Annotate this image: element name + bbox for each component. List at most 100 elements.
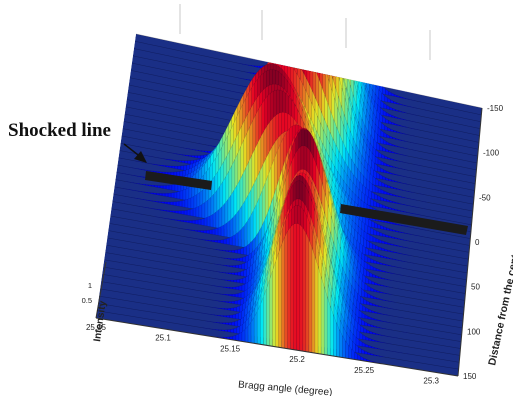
surface-cell	[233, 327, 237, 334]
surface-cell	[215, 209, 220, 229]
surface-cell	[166, 201, 171, 205]
surface-cell	[479, 107, 482, 109]
surface-cell	[203, 230, 207, 234]
surface-cell	[230, 307, 234, 312]
surface-cell	[237, 318, 241, 327]
surface-cell	[305, 232, 310, 353]
surface-cell	[416, 107, 420, 109]
x-tick-label: 25.1	[155, 334, 171, 343]
surface-cell	[211, 228, 216, 235]
surface-cell	[320, 276, 325, 355]
surface-cell	[317, 266, 322, 355]
surface-cell	[177, 210, 182, 215]
surface-cell	[348, 34, 352, 81]
surface-cell	[240, 291, 245, 299]
surface-cell	[229, 314, 233, 319]
x-tick-label: 25.3	[423, 377, 439, 386]
surface-cell	[297, 34, 302, 77]
shocked-line-label: Shocked line	[8, 120, 111, 141]
surface-cell	[284, 36, 288, 67]
surface-cell	[237, 248, 241, 255]
surface-cell	[319, 34, 323, 74]
surface-cell	[171, 165, 176, 169]
surface-cell	[336, 34, 340, 78]
surface-cell	[300, 34, 304, 78]
surface-cell	[177, 165, 182, 170]
surface-cell	[231, 250, 235, 253]
surface-cell	[241, 283, 246, 292]
surface-cell	[239, 278, 244, 284]
surface-cell	[254, 311, 258, 344]
surface-cell	[242, 276, 247, 285]
surface-cell	[232, 314, 236, 319]
surface-cell	[308, 239, 313, 353]
surface-cell	[425, 109, 429, 111]
surface-cell	[260, 297, 264, 345]
surface-cell	[339, 34, 343, 79]
surface-cell	[178, 200, 183, 207]
surface-cell	[165, 185, 170, 190]
surface-cell	[236, 257, 240, 262]
surface-cell	[327, 296, 331, 356]
surface-cell	[415, 143, 420, 145]
surface-cell	[232, 286, 237, 290]
surface-cell	[226, 237, 230, 245]
surface-cell	[227, 308, 231, 311]
surface-cell	[278, 46, 282, 66]
y-tick-label: 150	[463, 372, 477, 381]
z-tick-label: 0.5	[82, 296, 92, 305]
surface-cell	[180, 165, 184, 171]
surface-cell	[234, 272, 238, 276]
surface-cell	[272, 261, 276, 347]
surface-cell	[342, 34, 346, 79]
surface-cell	[242, 256, 246, 263]
surface-cell	[220, 224, 225, 237]
surface-cell	[217, 117, 221, 119]
surface-cell	[168, 184, 173, 191]
surface-cell	[413, 135, 417, 137]
surface-cell	[181, 199, 186, 208]
surface-cell	[303, 34, 307, 78]
surface-cell	[229, 217, 234, 239]
surface-cell	[217, 239, 221, 244]
surface-cell	[362, 35, 366, 84]
surface-cell	[191, 220, 196, 225]
surface-cell	[235, 312, 239, 320]
y-tick-label: -100	[483, 149, 500, 158]
z-tick-label: 1	[88, 281, 92, 290]
surface-cell	[187, 160, 191, 165]
surface-cell	[198, 204, 203, 218]
surface-cell	[312, 34, 316, 80]
surface-cell	[174, 210, 179, 214]
surface-cell	[301, 34, 305, 71]
x-tick-label: 25.25	[354, 366, 375, 375]
surface-cell	[235, 333, 240, 342]
surface-cell	[197, 155, 201, 159]
surface-cell	[184, 198, 189, 209]
surface-cell	[192, 207, 197, 217]
surface-cell	[368, 52, 372, 85]
surface-cell	[157, 185, 161, 189]
surface-cell	[294, 34, 299, 77]
surface-cell	[225, 60, 229, 62]
z-ticks: 10.5	[82, 281, 92, 305]
surface-cell	[203, 217, 208, 227]
surface-cell	[233, 258, 237, 261]
surface-cell	[341, 34, 345, 86]
surface-cell	[244, 220, 248, 248]
surface-cell	[266, 280, 270, 346]
surface-cell	[241, 225, 245, 248]
surface-cell	[162, 185, 167, 190]
surface-cell	[161, 193, 166, 197]
y-tick-label: -50	[479, 193, 491, 202]
surface-cell	[324, 34, 328, 83]
surface-cell	[365, 44, 369, 84]
surface-cell	[330, 305, 334, 357]
surface-cell	[220, 239, 224, 244]
surface-cell	[307, 34, 311, 72]
surface-cell	[209, 213, 214, 228]
surface-cell	[173, 191, 178, 199]
surface-cell	[243, 268, 247, 277]
surface-cell	[321, 34, 325, 82]
surface-cell	[183, 210, 188, 216]
